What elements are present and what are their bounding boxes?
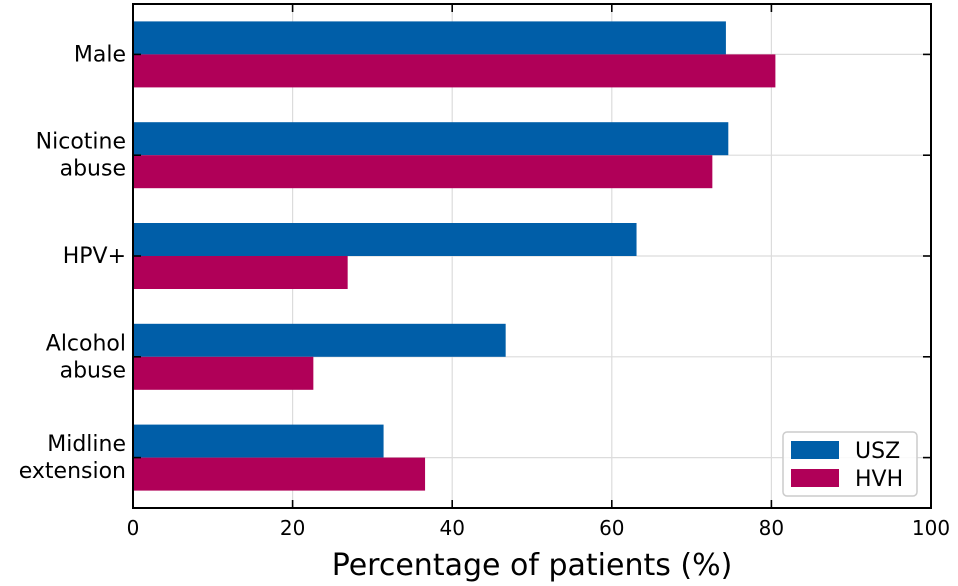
bar-hvh-3 (133, 356, 314, 390)
category-label: Nicotine abuse (36, 130, 126, 182)
category-label: Male (74, 42, 126, 67)
bar-hvh-2 (133, 256, 348, 289)
x-tick-label: 40 (439, 516, 464, 540)
x-axis-label: Percentage of patients (%) (332, 548, 733, 583)
bar-hvh-4 (133, 457, 426, 491)
bar-hvh-0 (133, 54, 776, 88)
bar-usz-4 (133, 424, 384, 458)
x-tick-label: 0 (127, 516, 140, 540)
x-tick-label: 20 (280, 516, 305, 540)
bar-usz-0 (133, 21, 726, 55)
x-tick-label: 80 (759, 516, 784, 540)
x-tick-label: 60 (599, 516, 624, 540)
category-label: HPV+ (63, 244, 126, 269)
category-label: Midline extension (19, 432, 126, 484)
legend-swatch-hvh (791, 469, 839, 487)
category-label: Alcohol abuse (46, 331, 126, 383)
legend-swatch-usz (791, 441, 839, 459)
legend-label-hvh: HVH (855, 467, 903, 492)
bar-usz-1 (133, 122, 729, 156)
x-ticks: 0 20 40 60 80 100 (127, 4, 950, 540)
legend-label-usz: USZ (855, 439, 900, 464)
legend: USZ HVH (782, 431, 918, 497)
bars (133, 21, 776, 491)
x-tick-label: 100 (912, 516, 950, 540)
bar-usz-2 (133, 223, 637, 256)
bar-usz-3 (133, 323, 506, 357)
bar-hvh-1 (133, 155, 713, 189)
category-labels: Male Nicotine abuse HPV+ Alcohol abuse Midline… (19, 42, 126, 484)
